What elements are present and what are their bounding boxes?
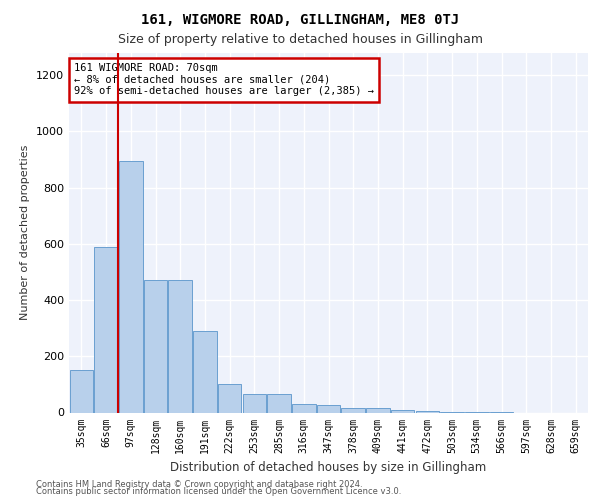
Bar <box>391 410 415 412</box>
Text: 161, WIGMORE ROAD, GILLINGHAM, ME8 0TJ: 161, WIGMORE ROAD, GILLINGHAM, ME8 0TJ <box>141 12 459 26</box>
Bar <box>292 404 316 412</box>
Bar <box>119 161 143 412</box>
Bar <box>416 411 439 412</box>
Text: 161 WIGMORE ROAD: 70sqm
← 8% of detached houses are smaller (204)
92% of semi-de: 161 WIGMORE ROAD: 70sqm ← 8% of detached… <box>74 64 374 96</box>
Bar <box>169 280 192 412</box>
Bar <box>268 394 291 412</box>
Text: Size of property relative to detached houses in Gillingham: Size of property relative to detached ho… <box>118 32 482 46</box>
Bar <box>70 370 93 412</box>
X-axis label: Distribution of detached houses by size in Gillingham: Distribution of detached houses by size … <box>170 461 487 474</box>
Bar <box>341 408 365 412</box>
Text: Contains HM Land Registry data © Crown copyright and database right 2024.: Contains HM Land Registry data © Crown c… <box>36 480 362 489</box>
Bar <box>94 246 118 412</box>
Text: Contains public sector information licensed under the Open Government Licence v3: Contains public sector information licen… <box>36 488 401 496</box>
Bar <box>193 331 217 412</box>
Bar <box>242 394 266 412</box>
Bar <box>144 280 167 412</box>
Bar <box>218 384 241 412</box>
Bar <box>366 408 389 412</box>
Bar <box>317 406 340 412</box>
Y-axis label: Number of detached properties: Number of detached properties <box>20 145 31 320</box>
